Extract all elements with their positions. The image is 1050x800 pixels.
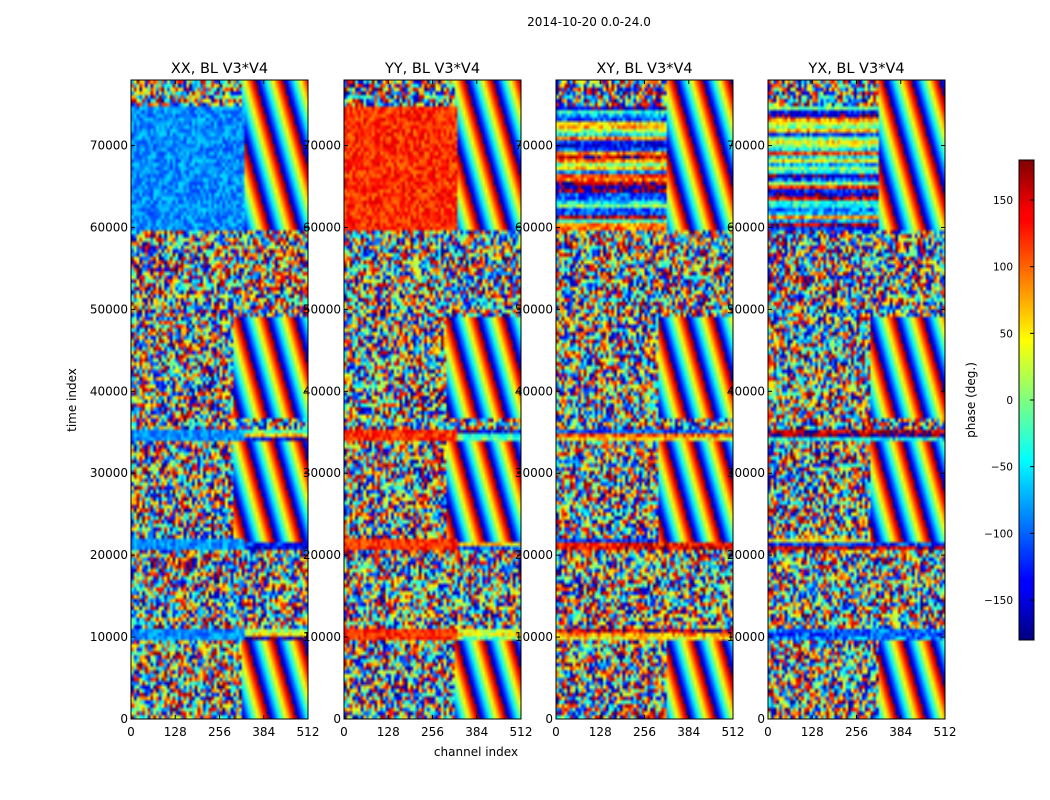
x-tick-label: 128 bbox=[801, 725, 824, 739]
x-tick-label: 384 bbox=[465, 725, 488, 739]
y-tick-label: 0 bbox=[757, 712, 765, 726]
x-tick-label: 128 bbox=[377, 725, 400, 739]
colorbar-label: phase (deg.) bbox=[964, 362, 978, 438]
y-tick-label: 50000 bbox=[90, 302, 128, 316]
y-tick-label: 0 bbox=[333, 712, 341, 726]
panel-title: YX, BL V3*V4 bbox=[807, 61, 904, 77]
y-tick-label: 60000 bbox=[515, 220, 553, 234]
x-tick-label: 0 bbox=[764, 725, 772, 739]
phase-heatmap bbox=[768, 80, 945, 719]
y-tick-label: 10000 bbox=[303, 630, 341, 644]
panel-3: YX, BL V3*V4 0 128 256 384 512 0 10000 20000 3000… bbox=[727, 61, 957, 739]
y-tick-label: 40000 bbox=[727, 384, 765, 398]
y-tick-label: 10000 bbox=[515, 630, 553, 644]
x-axis-label: channel index bbox=[434, 745, 518, 759]
y-tick-label: 50000 bbox=[727, 302, 765, 316]
y-axis-label: time index bbox=[65, 368, 79, 432]
y-tick-label: 0 bbox=[120, 712, 128, 726]
x-tick-label: 512 bbox=[297, 725, 320, 739]
colorbar-tick-label: 100 bbox=[993, 262, 1013, 274]
y-tick-label: 70000 bbox=[303, 139, 341, 153]
y-tick-label: 30000 bbox=[727, 466, 765, 480]
y-tick-label: 40000 bbox=[90, 384, 128, 398]
colorbar-tick-label: 50 bbox=[1000, 328, 1013, 340]
phase-heatmap bbox=[556, 80, 733, 719]
y-tick-label: 10000 bbox=[90, 630, 128, 644]
phase-heatmap bbox=[344, 80, 521, 719]
x-tick-label: 0 bbox=[340, 725, 348, 739]
colorbar-ticks: −150 −100 −50 0 50 100 150 bbox=[984, 195, 1034, 607]
y-tick-label: 20000 bbox=[515, 548, 553, 562]
y-tick-label: 70000 bbox=[90, 139, 128, 153]
colorbar-tick-label: 150 bbox=[993, 195, 1013, 207]
panel-0: XX, BL V3*V4 0 128 256 384 512 0 10000 20000 3000… bbox=[90, 61, 320, 739]
panel-title: XX, BL V3*V4 bbox=[171, 61, 268, 77]
y-tick-label: 70000 bbox=[727, 139, 765, 153]
x-tick-label: 256 bbox=[845, 725, 868, 739]
x-tick-label: 384 bbox=[889, 725, 912, 739]
x-tick-label: 0 bbox=[552, 725, 560, 739]
x-tick-label: 256 bbox=[633, 725, 656, 739]
panel-2: XY, BL V3*V4 0 128 256 384 512 0 10000 20000 3000… bbox=[515, 61, 745, 739]
x-tick-label: 384 bbox=[252, 725, 275, 739]
y-tick-label: 10000 bbox=[727, 630, 765, 644]
x-tick-label: 384 bbox=[677, 725, 700, 739]
y-tick-label: 20000 bbox=[90, 548, 128, 562]
panels-group: XX, BL V3*V4 0 128 256 384 512 0 10000 20000 3000… bbox=[90, 61, 957, 739]
x-tick-label: 512 bbox=[510, 725, 533, 739]
y-tick-label: 0 bbox=[545, 712, 553, 726]
y-tick-label: 50000 bbox=[515, 302, 553, 316]
y-tick-label: 20000 bbox=[303, 548, 341, 562]
y-tick-label: 20000 bbox=[727, 548, 765, 562]
y-tick-label: 40000 bbox=[515, 384, 553, 398]
x-tick-label: 512 bbox=[722, 725, 745, 739]
x-tick-label: 256 bbox=[421, 725, 444, 739]
y-tick-label: 70000 bbox=[515, 139, 553, 153]
y-tick-label: 30000 bbox=[90, 466, 128, 480]
colorbar-tick-label: −100 bbox=[984, 528, 1013, 540]
colorbar-tick-label: 0 bbox=[1006, 395, 1013, 407]
y-tick-label: 40000 bbox=[303, 384, 341, 398]
y-tick-label: 30000 bbox=[303, 466, 341, 480]
x-tick-label: 512 bbox=[934, 725, 957, 739]
x-tick-label: 0 bbox=[127, 725, 135, 739]
figure-suptitle: 2014-10-20 0.0-24.0 bbox=[527, 15, 651, 29]
y-tick-label: 60000 bbox=[303, 220, 341, 234]
phase-heatmap bbox=[131, 80, 308, 719]
panel-title: XY, BL V3*V4 bbox=[596, 61, 692, 77]
y-tick-label: 50000 bbox=[303, 302, 341, 316]
y-tick-label: 30000 bbox=[515, 466, 553, 480]
y-tick-label: 60000 bbox=[90, 220, 128, 234]
x-tick-label: 128 bbox=[164, 725, 187, 739]
x-tick-label: 256 bbox=[208, 725, 231, 739]
panel-title: YY, BL V3*V4 bbox=[384, 61, 480, 77]
panel-1: YY, BL V3*V4 0 128 256 384 512 0 10000 20000 3000… bbox=[303, 61, 533, 739]
x-tick-label: 128 bbox=[589, 725, 612, 739]
colorbar-tick-label: −150 bbox=[984, 595, 1013, 607]
colorbar-tick-label: −50 bbox=[991, 462, 1013, 474]
y-tick-label: 60000 bbox=[727, 220, 765, 234]
